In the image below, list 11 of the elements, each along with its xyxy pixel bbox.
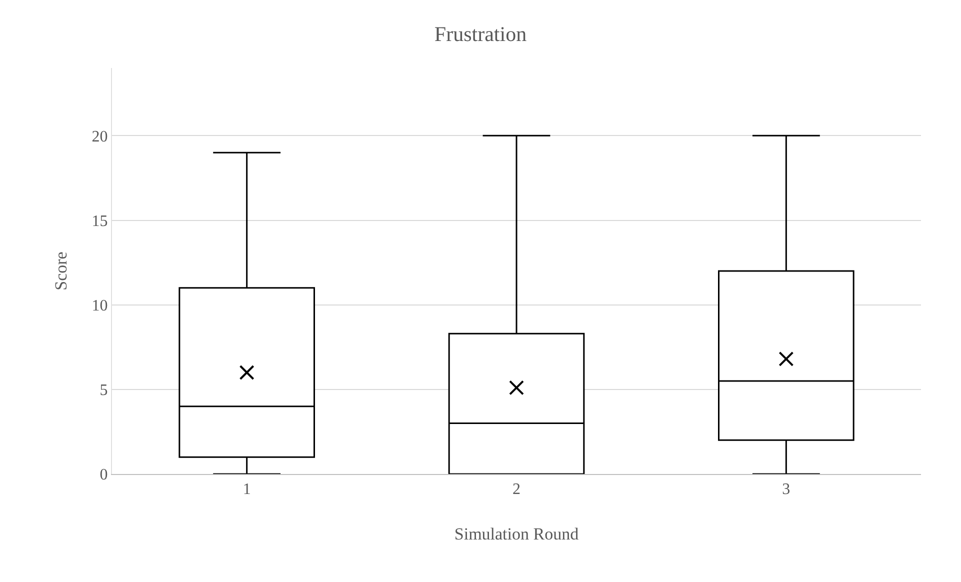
x-tick-label: 1 — [242, 481, 251, 498]
chart-title: Frustration — [434, 22, 528, 46]
y-axis-title: Score — [51, 252, 70, 290]
x-axis-title: Simulation Round — [454, 524, 580, 544]
x-tick-label: 2 — [512, 481, 520, 498]
y-tick-label: 10 — [92, 297, 108, 314]
x-tick-label: 3 — [782, 481, 790, 498]
y-tick-label: 15 — [92, 212, 108, 230]
y-tick-label: 0 — [100, 466, 108, 484]
y-tick-label: 20 — [92, 128, 108, 146]
y-tick-label: 5 — [100, 382, 108, 400]
